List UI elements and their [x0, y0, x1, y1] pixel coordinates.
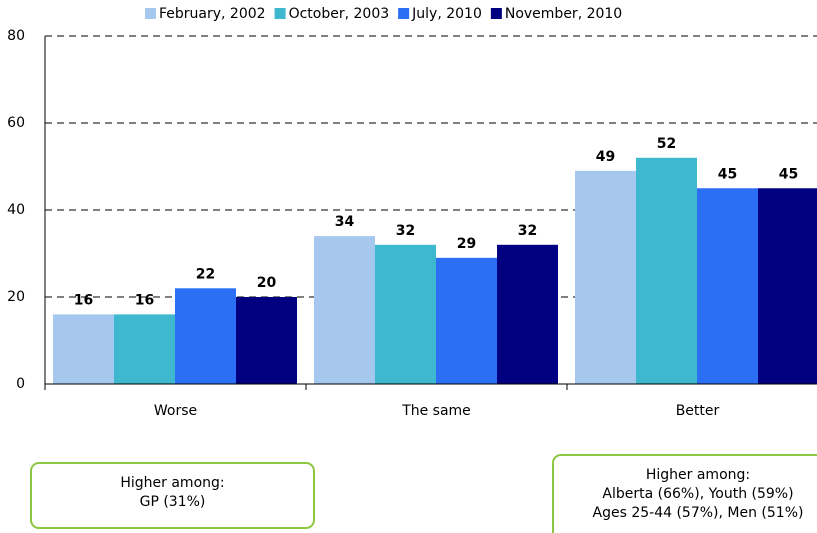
x-tick-label: Worse — [154, 403, 197, 419]
y-tick-label: 0 — [16, 376, 25, 392]
legend-label: July, 2010 — [411, 6, 482, 22]
value-label: 16 — [135, 292, 154, 308]
annotation-line: GP (31%) — [140, 494, 206, 510]
value-label: 34 — [335, 214, 355, 230]
legend-label: October, 2003 — [289, 6, 390, 22]
bar — [175, 288, 236, 384]
bar — [114, 314, 175, 384]
value-label: 29 — [457, 236, 476, 252]
y-tick-label: 60 — [7, 115, 25, 131]
legend-swatch — [490, 8, 502, 19]
bar — [758, 188, 817, 384]
annotation-title: Higher among: — [120, 475, 224, 491]
y-tick-label: 40 — [7, 202, 25, 218]
y-tick-label: 80 — [7, 28, 25, 44]
bar — [497, 244, 558, 384]
bar — [375, 244, 436, 384]
value-label: 20 — [257, 275, 277, 291]
legend-label: February, 2002 — [159, 6, 266, 22]
annotation-box — [552, 454, 817, 533]
annotation-line: Alberta (66%), Youth (59%) — [602, 486, 793, 502]
value-label: 45 — [779, 166, 798, 182]
value-label: 32 — [518, 223, 537, 239]
bar — [314, 236, 375, 384]
value-label: 52 — [657, 136, 676, 152]
annotation-title: Higher among: — [646, 467, 750, 483]
bar — [53, 314, 114, 384]
legend-swatch — [398, 8, 410, 19]
value-label: 16 — [74, 292, 93, 308]
value-label: 22 — [196, 266, 215, 282]
bar — [436, 257, 497, 384]
x-tick-label: The same — [401, 403, 471, 419]
legend-swatch — [274, 8, 286, 19]
bar — [236, 297, 297, 384]
annotation-box — [30, 462, 315, 529]
y-tick-label: 20 — [7, 289, 25, 305]
value-label: 45 — [718, 166, 737, 182]
legend-label: November, 2010 — [505, 6, 622, 22]
bar — [697, 188, 758, 384]
bar — [575, 170, 636, 384]
value-label: 32 — [396, 223, 415, 239]
legend-swatch — [145, 8, 156, 19]
bar — [636, 157, 697, 384]
value-label: 49 — [596, 149, 615, 165]
x-tick-label: Better — [676, 403, 720, 419]
annotation-line: Ages 25-44 (57%), Men (51%) — [593, 505, 804, 521]
